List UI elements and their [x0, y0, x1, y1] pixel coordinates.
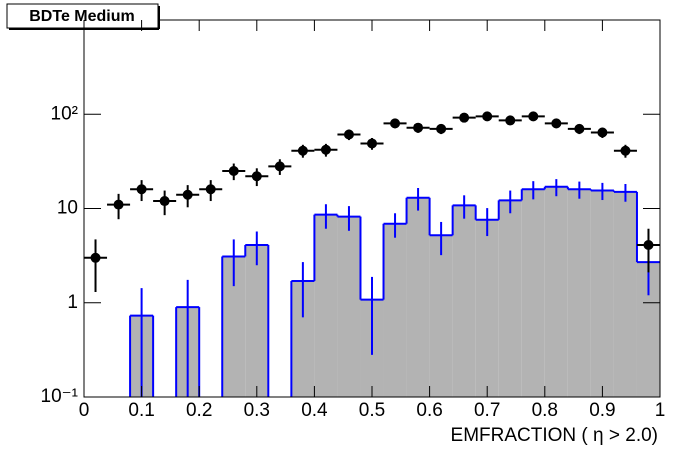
data-point: [482, 111, 493, 122]
chart-title: BDTe Medium: [29, 8, 134, 25]
data-point: [251, 171, 262, 182]
x-tick-label: 0.8: [532, 400, 558, 421]
hist-bin: [636, 262, 660, 397]
data-point: [574, 123, 585, 134]
x-tick-label: 0.9: [589, 400, 615, 421]
data-point: [505, 115, 516, 126]
x-axis-label: EMFRACTION ( η > 2.0): [451, 425, 658, 446]
data-point: [136, 184, 147, 195]
hist-bin: [406, 197, 430, 397]
data-point: [643, 239, 654, 250]
data-point: [551, 118, 562, 129]
hist-bin: [613, 191, 637, 397]
x-tick-label: 0.7: [474, 400, 500, 421]
hist-bin: [498, 200, 522, 397]
x-tick-label: 0.2: [186, 400, 212, 421]
data-point: [390, 118, 401, 129]
hist-bin: [567, 189, 591, 397]
x-tick-label: 0.3: [244, 400, 270, 421]
hist-bin: [314, 214, 338, 397]
x-tick-label: 0.5: [359, 400, 385, 421]
x-tick-label: 0.6: [416, 400, 442, 421]
data-point: [597, 127, 608, 138]
x-tick-label: 1: [655, 400, 666, 421]
hist-bin: [245, 244, 269, 397]
data-point: [413, 122, 424, 133]
data-point: [274, 161, 285, 172]
data-point: [90, 252, 101, 263]
y-tick-label: 10⁻¹: [41, 386, 79, 407]
y-tick-label: 10: [57, 198, 78, 219]
plot-area: [84, 111, 660, 397]
hist-bin: [475, 219, 499, 397]
data-point: [367, 138, 377, 149]
data-point: [320, 144, 331, 155]
hist-bin: [337, 216, 361, 397]
data-point: [528, 111, 539, 122]
hist-bin: [590, 190, 614, 397]
data-point: [459, 112, 470, 123]
data-point: [297, 145, 308, 156]
hist-bin: [222, 256, 246, 397]
y-tick-label: 10²: [51, 103, 78, 124]
data-point: [113, 199, 124, 210]
hist-bin: [452, 205, 476, 397]
x-tick-label: 0: [79, 400, 90, 421]
x-tick-label: 0.4: [301, 400, 328, 421]
data-point: [620, 145, 631, 156]
data-point: [343, 129, 354, 140]
x-tick-label: 0.1: [128, 400, 154, 421]
hist-bin: [544, 186, 568, 397]
y-tick-label: 1: [67, 292, 78, 313]
hist-bin: [383, 223, 407, 397]
hist-bin: [521, 189, 545, 397]
hist-bin: [429, 235, 453, 397]
data-point: [228, 165, 239, 176]
hist-bin: [291, 281, 315, 397]
data-point: [182, 189, 193, 200]
data-point: [436, 123, 447, 134]
data-point: [159, 196, 170, 207]
data-point: [205, 184, 216, 195]
